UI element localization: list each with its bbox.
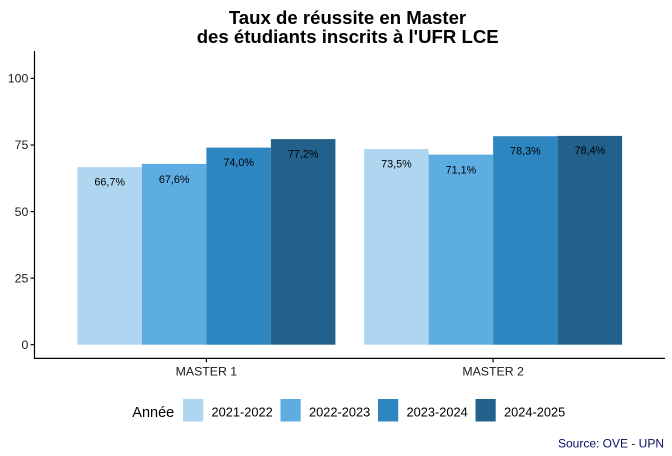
svg-text:75: 75 — [15, 138, 29, 152]
svg-text:0: 0 — [21, 338, 28, 352]
svg-text:2022-2023: 2022-2023 — [309, 405, 370, 420]
svg-text:66,7%: 66,7% — [94, 176, 125, 188]
svg-text:MASTER 1: MASTER 1 — [176, 364, 238, 378]
svg-text:2023-2024: 2023-2024 — [407, 405, 468, 420]
svg-text:MASTER 2: MASTER 2 — [462, 364, 524, 378]
svg-text:74,0%: 74,0% — [223, 157, 254, 169]
svg-text:77,2%: 77,2% — [288, 148, 319, 160]
svg-text:Source: OVE - UPN: Source: OVE - UPN — [558, 437, 664, 451]
svg-text:78,3%: 78,3% — [510, 146, 541, 158]
svg-text:2024-2025: 2024-2025 — [504, 405, 565, 420]
svg-text:Taux de réussite en Master: Taux de réussite en Master — [229, 7, 466, 28]
svg-text:25: 25 — [15, 271, 29, 285]
svg-text:100: 100 — [8, 72, 29, 86]
svg-text:71,1%: 71,1% — [446, 165, 477, 177]
svg-text:des étudiants inscrits à l'UFR: des étudiants inscrits à l'UFR LCE — [197, 26, 499, 47]
svg-text:2021-2022: 2021-2022 — [212, 405, 273, 420]
svg-text:67,6%: 67,6% — [159, 174, 190, 186]
svg-text:78,4%: 78,4% — [575, 145, 606, 157]
svg-text:50: 50 — [15, 205, 29, 219]
svg-text:73,5%: 73,5% — [381, 158, 412, 170]
svg-text:Année: Année — [132, 405, 174, 421]
